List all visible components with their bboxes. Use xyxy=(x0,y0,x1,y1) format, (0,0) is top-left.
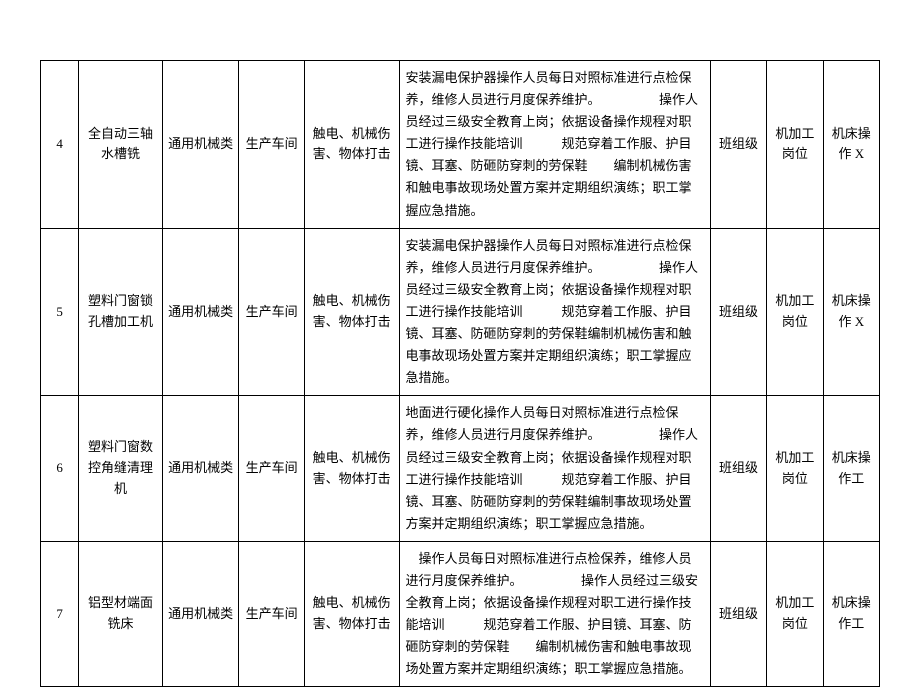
cell-name: 全自动三轴水槽铣 xyxy=(79,61,162,229)
cell-risk: 触电、机械伤害、物体打击 xyxy=(304,61,399,229)
cell-level: 班组级 xyxy=(710,396,766,542)
page: 4 全自动三轴水槽铣 通用机械类 生产车间 触电、机械伤害、物体打击 安装漏电保… xyxy=(0,0,920,651)
cell-operator: 机床操作工 xyxy=(823,541,879,687)
cell-category: 通用机械类 xyxy=(162,396,239,542)
cell-location: 生产车间 xyxy=(239,228,304,396)
cell-desc: 安装漏电保护器操作人员每日对照标准进行点检保养，维修人员进行月度保养维护。 操作… xyxy=(399,228,710,396)
cell-num: 7 xyxy=(41,541,79,687)
table-row: 6 塑料门窗数控角缝清理机 通用机械类 生产车间 触电、机械伤害、物体打击 地面… xyxy=(41,396,880,542)
cell-name: 铝型材端面铣床 xyxy=(79,541,162,687)
risk-table: 4 全自动三轴水槽铣 通用机械类 生产车间 触电、机械伤害、物体打击 安装漏电保… xyxy=(40,60,880,687)
cell-name: 塑料门窗数控角缝清理机 xyxy=(79,396,162,542)
cell-level: 班组级 xyxy=(710,541,766,687)
cell-position: 机加工岗位 xyxy=(767,61,823,229)
cell-operator: 机床操作工 xyxy=(823,396,879,542)
cell-position: 机加工岗位 xyxy=(767,228,823,396)
cell-position: 机加工岗位 xyxy=(767,396,823,542)
cell-risk: 触电、机械伤害、物体打击 xyxy=(304,228,399,396)
cell-desc: 地面进行硬化操作人员每日对照标准进行点检保养，维修人员进行月度保养维护。 操作人… xyxy=(399,396,710,542)
cell-location: 生产车间 xyxy=(239,61,304,229)
cell-operator: 机床操作 X xyxy=(823,228,879,396)
cell-name: 塑料门窗锁孔槽加工机 xyxy=(79,228,162,396)
cell-location: 生产车间 xyxy=(239,396,304,542)
cell-position: 机加工岗位 xyxy=(767,541,823,687)
cell-level: 班组级 xyxy=(710,61,766,229)
table-row: 4 全自动三轴水槽铣 通用机械类 生产车间 触电、机械伤害、物体打击 安装漏电保… xyxy=(41,61,880,229)
table-row: 5 塑料门窗锁孔槽加工机 通用机械类 生产车间 触电、机械伤害、物体打击 安装漏… xyxy=(41,228,880,396)
cell-category: 通用机械类 xyxy=(162,541,239,687)
cell-category: 通用机械类 xyxy=(162,228,239,396)
cell-num: 5 xyxy=(41,228,79,396)
cell-level: 班组级 xyxy=(710,228,766,396)
cell-num: 4 xyxy=(41,61,79,229)
cell-category: 通用机械类 xyxy=(162,61,239,229)
cell-desc: 操作人员每日对照标准进行点检保养，维修人员进行月度保养维护。 操作人员经过三级安… xyxy=(399,541,710,687)
cell-risk: 触电、机械伤害、物体打击 xyxy=(304,541,399,687)
cell-desc: 安装漏电保护器操作人员每日对照标准进行点检保养，维修人员进行月度保养维护。 操作… xyxy=(399,61,710,229)
table-row: 7 铝型材端面铣床 通用机械类 生产车间 触电、机械伤害、物体打击 操作人员每日… xyxy=(41,541,880,687)
cell-location: 生产车间 xyxy=(239,541,304,687)
cell-operator: 机床操作 X xyxy=(823,61,879,229)
table-body: 4 全自动三轴水槽铣 通用机械类 生产车间 触电、机械伤害、物体打击 安装漏电保… xyxy=(41,61,880,687)
cell-num: 6 xyxy=(41,396,79,542)
cell-risk: 触电、机械伤害、物体打击 xyxy=(304,396,399,542)
